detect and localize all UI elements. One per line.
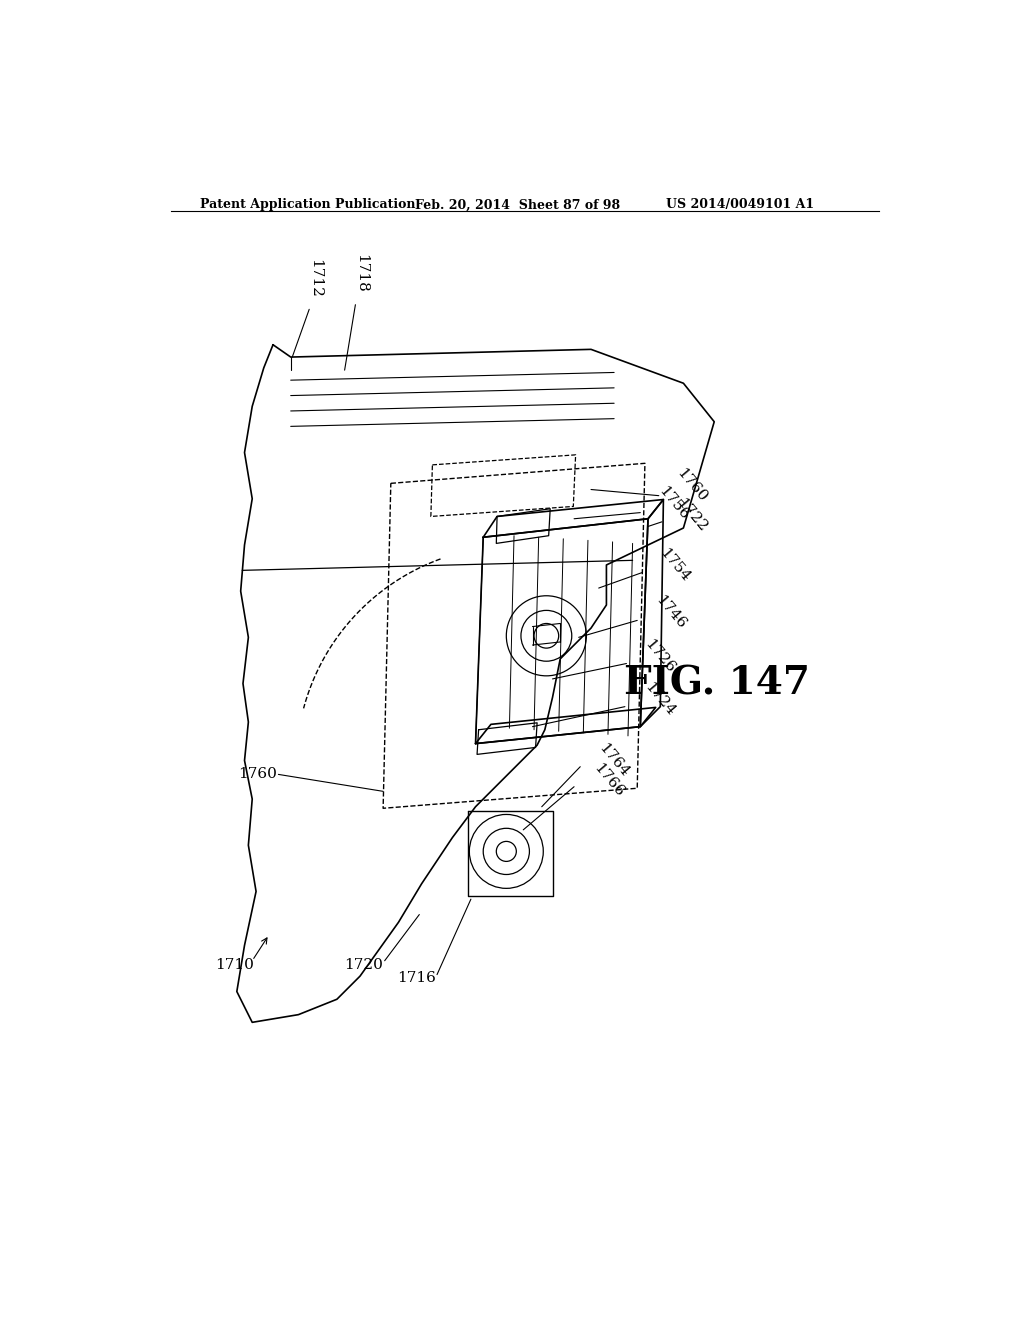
Text: Feb. 20, 2014  Sheet 87 of 98: Feb. 20, 2014 Sheet 87 of 98: [416, 198, 621, 211]
Text: 1746: 1746: [652, 593, 688, 632]
Text: 1710: 1710: [215, 958, 254, 973]
Text: 1716: 1716: [397, 970, 436, 985]
Text: 1720: 1720: [344, 958, 383, 973]
Text: 1726: 1726: [642, 636, 678, 676]
Text: US 2014/0049101 A1: US 2014/0049101 A1: [666, 198, 814, 211]
Text: FIG. 147: FIG. 147: [625, 664, 810, 702]
Text: 1718: 1718: [354, 253, 369, 293]
Text: 1760: 1760: [238, 767, 276, 781]
Text: 1756: 1756: [655, 484, 691, 523]
Text: Patent Application Publication: Patent Application Publication: [200, 198, 416, 211]
Text: 1764: 1764: [596, 741, 632, 780]
Text: 1760: 1760: [674, 466, 710, 506]
Text: 1754: 1754: [657, 545, 693, 585]
Text: 1722: 1722: [674, 496, 710, 535]
Text: 1712: 1712: [308, 259, 323, 298]
Text: 1766: 1766: [591, 762, 627, 800]
Text: 1724: 1724: [642, 680, 678, 718]
